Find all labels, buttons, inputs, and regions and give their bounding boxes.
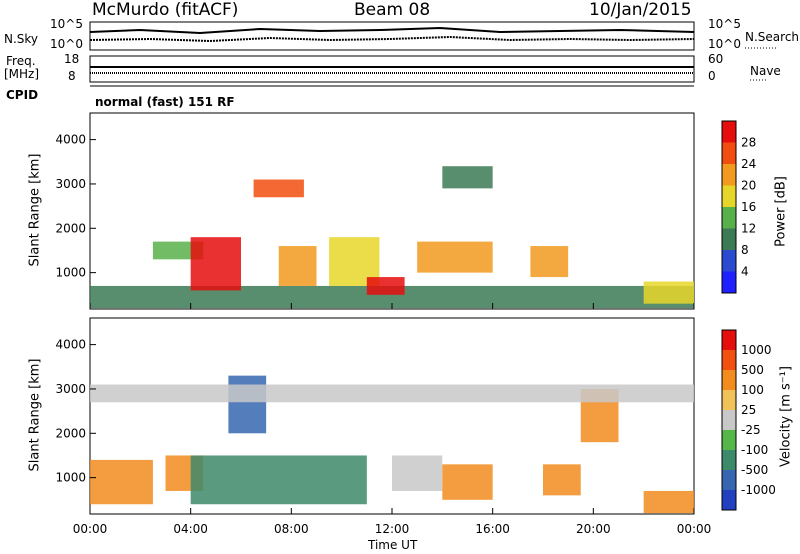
power-cbar-frame	[721, 120, 737, 294]
power-cbar-swatch-1	[722, 250, 736, 272]
velocity-cbar-swatch-7	[722, 350, 736, 370]
power-cbar-tick-1: 24	[741, 157, 756, 171]
nsky-tick-bottom: 10^0	[50, 37, 83, 51]
cpid-value: normal (fast) 151 RF	[95, 95, 235, 109]
velocity-cbar-tick-6: -500	[741, 463, 768, 477]
velocity-cbar-tick-2: 100	[741, 383, 764, 397]
nsearch-trace	[89, 35, 695, 43]
power-band-7	[417, 241, 493, 273]
velocity-band-2	[190, 455, 367, 505]
date-title: 10/Jan/2015	[589, 0, 692, 20]
velocity-cbar-tick-5: -100	[741, 443, 768, 457]
power-cbar-swatch-4	[722, 185, 736, 207]
velocity-colorbar-label: Velocity [m s⁻¹]	[778, 366, 794, 467]
velocity-band-4	[392, 455, 443, 491]
beam-title: Beam 08	[354, 0, 431, 20]
velocity-cbar-swatch-3	[722, 430, 736, 450]
power-cbar-tick-6: 4	[741, 265, 749, 279]
velocity-cbar-tick-4: -25	[741, 423, 761, 437]
power-band-10	[643, 281, 694, 304]
ytick-label-0-0: 1000	[55, 266, 86, 280]
velocity-cbar-swatch-8	[722, 330, 736, 350]
velocity-cbar-swatch-5	[722, 390, 736, 410]
nsky-label: N.Sky	[4, 32, 39, 46]
xtick-label-0: 00:00	[73, 522, 108, 536]
power-band-0	[90, 285, 694, 309]
ytick-label-1-3: 4000	[55, 338, 86, 352]
xtick-label-3: 12:00	[375, 522, 410, 536]
power-band-9	[530, 246, 569, 278]
freq-strip-frame	[89, 55, 695, 83]
power-ylabel: Slant Range [km]	[27, 153, 43, 267]
velocity-colorbar: 1000 500 100 25 -25 -100 -500 -1000	[721, 329, 776, 511]
power-band-6	[366, 277, 405, 295]
power-band-2	[190, 237, 241, 291]
velocity-cbar-tick-7: -1000	[741, 483, 776, 497]
power-cbar-tick-4: 12	[741, 222, 756, 236]
nsky-trace	[89, 26, 695, 35]
velocity-cbar-tick-0: 1000	[741, 343, 772, 357]
velocity-cbar-frame	[721, 329, 737, 511]
power-band-3	[253, 179, 304, 198]
power-band-4	[278, 246, 317, 286]
power-cbar-tick-5: 8	[741, 243, 749, 257]
freq-unit: [MHz]	[4, 67, 40, 81]
power-cbar-swatch-3	[722, 207, 736, 229]
xtick-label-4: 16:00	[475, 522, 510, 536]
panel-axes: 1000 2000 3000 4000 1000 2000 3000 4000 00:00 04:…	[55, 133, 711, 536]
velocity-band-6	[543, 464, 581, 496]
nsky-tick-top: 10^5	[50, 17, 83, 31]
ytick-label-0-2: 3000	[55, 177, 86, 191]
ytick-label-1-2: 3000	[55, 382, 86, 396]
station-title: McMurdo (fitACF)	[92, 0, 239, 20]
velocity-panel-cells	[90, 375, 694, 514]
freq-tick-top: 18	[64, 52, 80, 66]
velocity-cbar-swatch-0	[722, 490, 736, 510]
xtick-label-6: 00:00	[677, 522, 712, 536]
power-cbar-swatch-7	[722, 121, 736, 143]
power-cbar-swatch-5	[722, 164, 736, 186]
nsearch-tick-bottom: 10^0	[708, 37, 741, 51]
xtick-label-2: 08:00	[274, 522, 309, 536]
velocity-band-3	[228, 375, 267, 434]
power-panel-cells	[90, 166, 694, 309]
nave-tick-top: 60	[708, 52, 724, 66]
ytick-label-0-1: 2000	[55, 221, 86, 235]
xaxis-label: Time UT	[368, 538, 418, 552]
velocity-cbar-swatch-2	[722, 450, 736, 470]
velocity-ylabel: Slant Range [km]	[27, 358, 43, 472]
ytick-label-1-0: 1000	[55, 471, 86, 485]
power-colorbar: 28 24 20 16 12 8 4	[721, 120, 756, 294]
velocity-band-5	[442, 464, 493, 500]
velocity-band-0	[90, 459, 153, 505]
power-cbar-tick-0: 28	[741, 136, 756, 150]
xtick-label-1: 04:00	[173, 522, 208, 536]
power-band-8	[442, 166, 493, 189]
velocity-cbar-tick-1: 500	[741, 363, 764, 377]
power-cbar-swatch-0	[722, 271, 736, 293]
nsky-strip-frame	[89, 21, 695, 51]
cpid-label: CPID	[6, 88, 39, 102]
power-colorbar-label: Power [dB]	[773, 176, 789, 247]
velocity-band-8	[643, 490, 694, 514]
freq-label: Freq.	[6, 54, 36, 68]
velocity-band-9	[90, 384, 694, 403]
nave-label: Nave	[750, 64, 781, 78]
velocity-cbar-swatch-4	[722, 410, 736, 430]
velocity-cbar-swatch-6	[722, 370, 736, 390]
nsearch-label: N.Search	[745, 30, 800, 44]
freq-tick-bottom: 8	[68, 69, 76, 83]
ytick-label-0-3: 4000	[55, 133, 86, 147]
velocity-cbar-swatch-1	[722, 470, 736, 490]
velocity-cbar-tick-3: 25	[741, 403, 756, 417]
power-cbar-tick-2: 20	[741, 179, 756, 193]
nsearch-tick-top: 10^5	[708, 17, 741, 31]
power-cbar-tick-3: 16	[741, 200, 756, 214]
ytick-label-1-1: 2000	[55, 426, 86, 440]
xtick-label-5: 20:00	[576, 522, 611, 536]
nave-tick-bottom: 0	[708, 69, 716, 83]
power-cbar-swatch-2	[722, 228, 736, 250]
power-cbar-swatch-6	[722, 142, 736, 164]
